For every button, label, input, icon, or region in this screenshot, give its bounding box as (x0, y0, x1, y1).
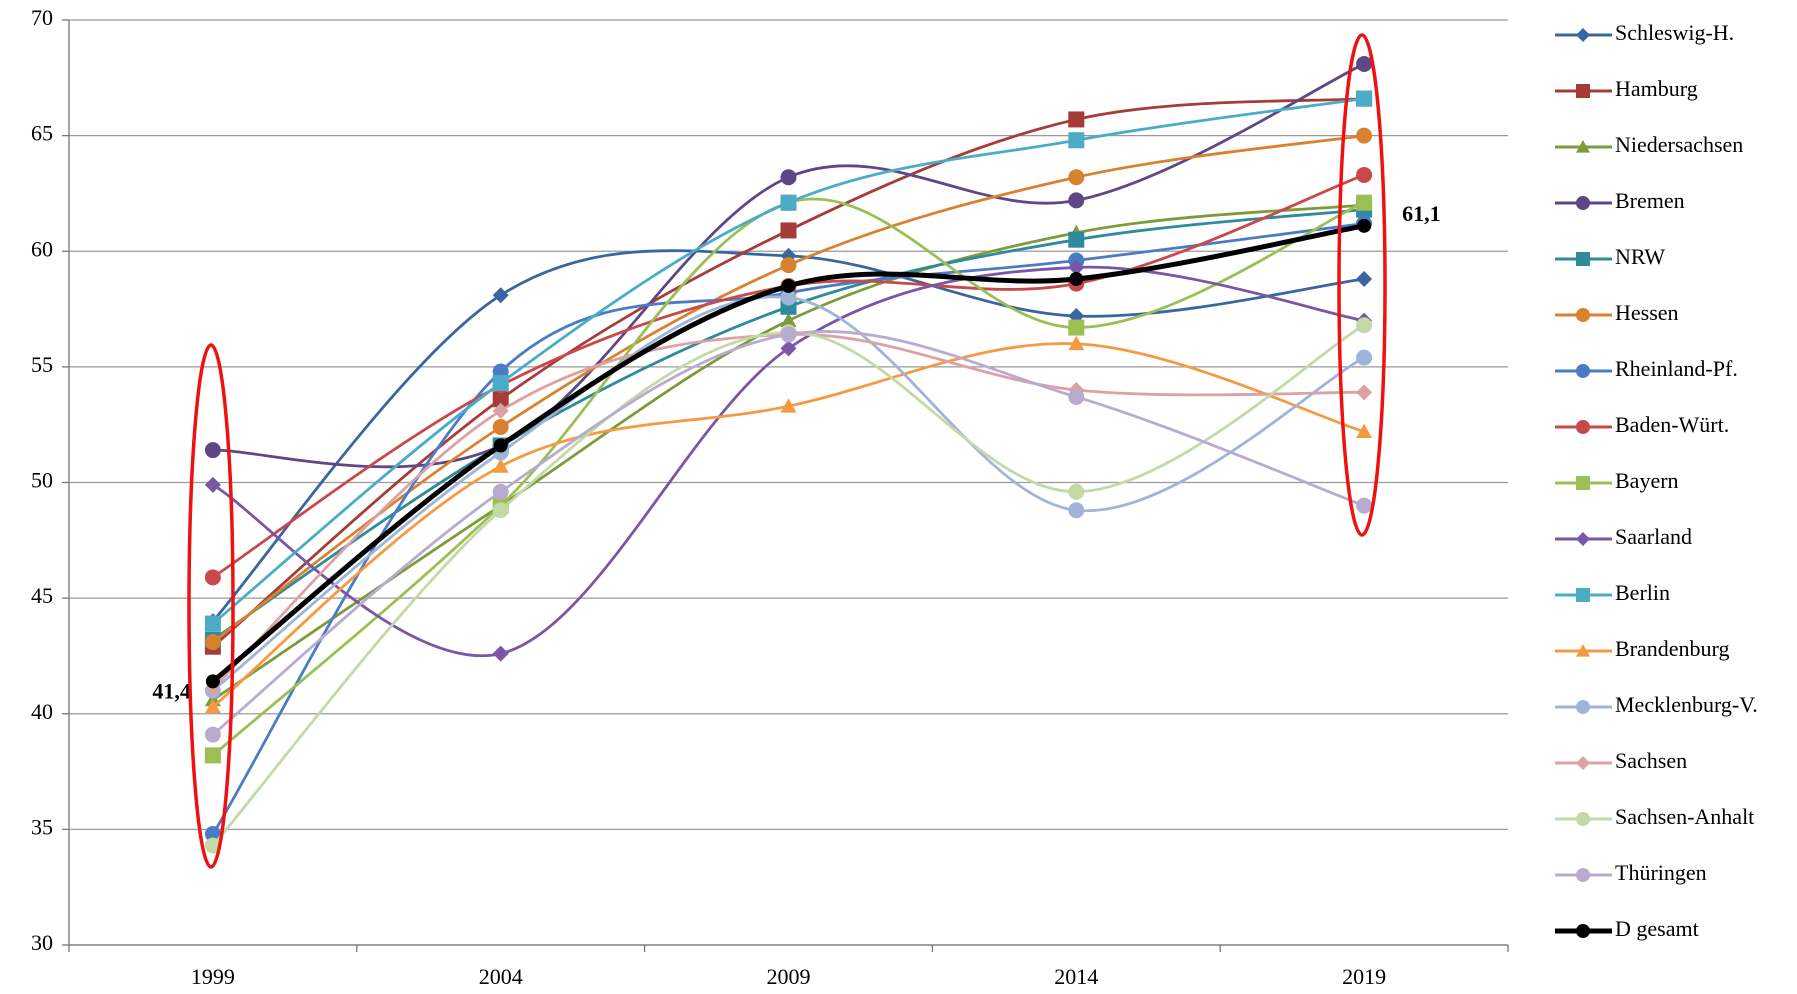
marker (1356, 271, 1372, 287)
legend-label: Rheinland-Pf. (1615, 356, 1738, 381)
y-tick-label: 65 (31, 121, 53, 146)
legend-label: Sachsen (1615, 748, 1687, 773)
y-tick-label: 40 (31, 699, 53, 724)
marker (206, 674, 220, 688)
y-tick-label: 35 (31, 814, 53, 839)
legend-label: Brandenburg (1615, 636, 1729, 661)
data-label: 61,1 (1402, 201, 1441, 226)
marker (1356, 498, 1372, 514)
marker (781, 257, 797, 273)
series (205, 197, 1372, 706)
marker (494, 439, 508, 453)
marker (1576, 756, 1590, 770)
marker (1576, 700, 1590, 714)
x-tick-label: 2014 (1054, 964, 1098, 989)
series (205, 327, 1372, 743)
marker (781, 222, 797, 238)
series-line (213, 334, 1364, 688)
marker (1576, 420, 1590, 434)
marker (1356, 195, 1372, 211)
legend-label: Berlin (1615, 580, 1670, 605)
marker (1576, 364, 1590, 378)
marker (1356, 167, 1372, 183)
legend-label: Bayern (1615, 468, 1679, 493)
marker (1068, 192, 1084, 208)
series-line (213, 210, 1364, 640)
marker (493, 458, 509, 472)
marker (1356, 350, 1372, 366)
y-tick-label: 60 (31, 236, 53, 261)
series-line (213, 343, 1364, 706)
marker (205, 616, 221, 632)
y-tick-label: 70 (31, 5, 53, 30)
marker (1576, 532, 1590, 546)
marker (1068, 132, 1084, 148)
x-tick-label: 2004 (479, 964, 523, 989)
marker (1576, 868, 1590, 882)
marker (781, 327, 797, 343)
data-label: 41,4 (152, 678, 191, 703)
marker (1576, 84, 1590, 98)
legend-label: Baden-Würt. (1615, 412, 1729, 437)
marker (1576, 588, 1590, 602)
legend-label: Hessen (1615, 300, 1679, 325)
marker (1576, 924, 1590, 938)
marker (205, 569, 221, 585)
legend-label: Schleswig-H. (1615, 20, 1734, 45)
legend-label: Bremen (1615, 188, 1685, 213)
marker (1576, 196, 1590, 210)
legend-label: Saarland (1615, 524, 1692, 549)
marker (781, 195, 797, 211)
marker (205, 477, 221, 493)
marker (1068, 111, 1084, 127)
x-tick-label: 2009 (767, 964, 811, 989)
marker (1068, 389, 1084, 405)
marker (1068, 232, 1084, 248)
x-tick-label: 2019 (1342, 964, 1386, 989)
marker (493, 646, 509, 662)
marker (781, 169, 797, 185)
legend-label: NRW (1615, 244, 1665, 269)
marker (493, 484, 509, 500)
y-tick-label: 30 (31, 930, 53, 955)
y-tick-label: 45 (31, 583, 53, 608)
marker (1356, 317, 1372, 333)
legend-label: Hamburg (1615, 76, 1698, 101)
marker (1068, 169, 1084, 185)
y-tick-label: 55 (31, 352, 53, 377)
marker (1356, 128, 1372, 144)
marker (493, 419, 509, 435)
series-line (213, 136, 1364, 642)
marker (1356, 91, 1372, 107)
marker (493, 375, 509, 391)
marker (1068, 320, 1084, 336)
marker (1356, 384, 1372, 400)
marker (1356, 56, 1372, 72)
marker (205, 442, 221, 458)
marker (1357, 219, 1371, 233)
marker (1576, 476, 1590, 490)
marker (205, 634, 221, 650)
marker (1576, 308, 1590, 322)
marker (493, 502, 509, 518)
chart: 30 35 40 45 50 55 60 65 70 1999 2004 2009 2014 2019 Sc… (0, 0, 1797, 994)
marker (1576, 812, 1590, 826)
marker (1576, 28, 1590, 42)
marker (205, 727, 221, 743)
legend-label: D gesamt (1615, 916, 1699, 941)
legend-label: Sachsen-Anhalt (1615, 804, 1754, 829)
legend-label: Mecklenburg-V. (1615, 692, 1758, 717)
y-tick-label: 50 (31, 468, 53, 493)
marker (205, 747, 221, 763)
marker (1069, 272, 1083, 286)
marker (1068, 502, 1084, 518)
marker (493, 287, 509, 303)
marker (1068, 484, 1084, 500)
marker (1576, 252, 1590, 266)
x-tick-label: 1999 (191, 964, 235, 989)
marker (782, 279, 796, 293)
legend-label: Niedersachsen (1615, 132, 1743, 157)
highlight-ellipse (1339, 35, 1385, 535)
legend-label: Thüringen (1615, 860, 1707, 885)
